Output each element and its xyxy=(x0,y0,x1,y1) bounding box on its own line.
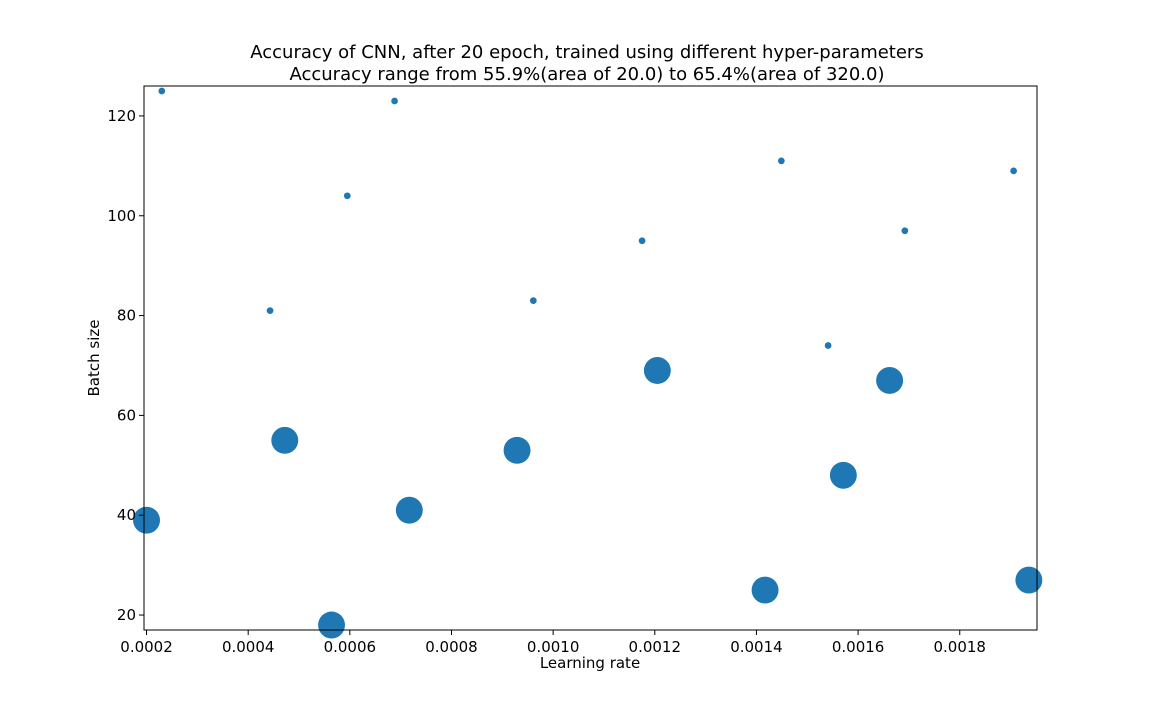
data-points xyxy=(133,87,1043,639)
y-tick-label-3: 80 xyxy=(117,307,136,325)
x-tick-label-7: 0.0016 xyxy=(832,638,885,656)
data-point-8 xyxy=(503,436,531,464)
data-point-19 xyxy=(1015,566,1043,594)
x-tick-label-2: 0.0006 xyxy=(324,638,377,656)
data-point-4 xyxy=(318,611,346,639)
data-point-18 xyxy=(1010,167,1017,175)
x-tick-label-6: 0.0014 xyxy=(730,638,783,656)
y-tick-label-2: 60 xyxy=(117,406,136,424)
y-tick-label-5: 120 xyxy=(107,107,136,125)
data-point-5 xyxy=(343,192,351,200)
data-point-2 xyxy=(266,307,274,314)
data-point-11 xyxy=(643,357,671,384)
data-point-10 xyxy=(638,237,646,245)
y-axis-label: Batch size xyxy=(85,320,103,397)
data-point-15 xyxy=(829,461,857,489)
y-axis-ticks: 20 40 60 80 100 120 xyxy=(107,107,144,624)
data-point-3 xyxy=(271,426,299,454)
data-point-16 xyxy=(876,367,904,394)
x-tick-label-1: 0.0004 xyxy=(222,638,275,656)
chart-title: Accuracy of CNN, after 20 epoch, trained… xyxy=(250,42,923,85)
data-point-13 xyxy=(777,157,785,165)
data-point-14 xyxy=(824,342,832,349)
x-axis-label: Learning rate xyxy=(540,654,640,672)
data-point-0 xyxy=(133,506,160,534)
y-tick-label-1: 40 xyxy=(117,506,136,524)
data-point-7 xyxy=(395,496,423,524)
chart-title-line-2: Accuracy range from 55.9%(area of 20.0) … xyxy=(289,64,884,85)
data-point-1 xyxy=(158,87,166,95)
x-tick-label-3: 0.0008 xyxy=(425,638,478,656)
data-point-17 xyxy=(901,227,909,235)
x-tick-label-8: 0.0018 xyxy=(933,638,986,656)
x-tick-label-4: 0.0010 xyxy=(527,638,580,656)
data-point-9 xyxy=(529,297,537,304)
x-tick-label-0: 0.0002 xyxy=(120,638,173,656)
y-tick-label-0: 20 xyxy=(117,606,136,624)
chart-title-line-1: Accuracy of CNN, after 20 epoch, trained… xyxy=(250,42,923,63)
y-tick-label-4: 100 xyxy=(107,207,136,225)
data-point-12 xyxy=(751,576,779,604)
x-axis-ticks: 0.0002 0.0004 0.0006 0.0008 0.0010 0.0012 0.00… xyxy=(120,630,986,656)
data-point-6 xyxy=(391,97,398,105)
plot-frame xyxy=(143,85,1038,631)
x-tick-label-5: 0.0012 xyxy=(629,638,682,656)
